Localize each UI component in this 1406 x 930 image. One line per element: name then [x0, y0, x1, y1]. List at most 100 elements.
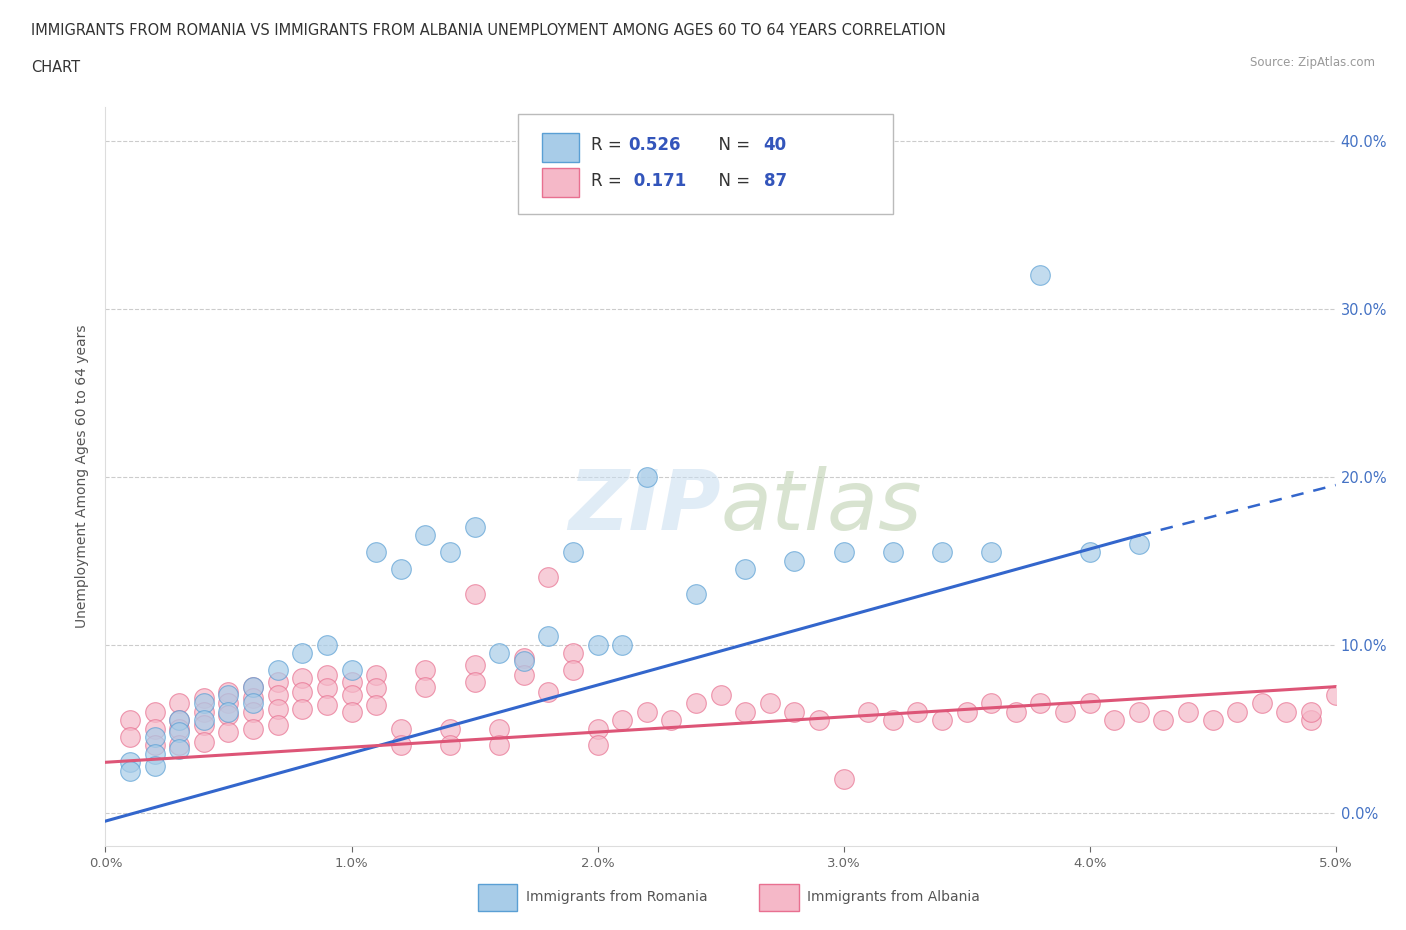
Point	[120, 730, 141, 745]
Point	[858, 704, 880, 719]
Text: Immigrants from Albania: Immigrants from Albania	[807, 890, 980, 905]
Point	[415, 528, 437, 543]
Point	[267, 687, 290, 702]
Point	[120, 764, 141, 778]
Point	[218, 684, 240, 699]
Point	[291, 684, 314, 699]
Point	[415, 662, 437, 677]
Point	[464, 674, 486, 689]
Point	[389, 562, 412, 577]
Point	[439, 738, 461, 753]
Point	[242, 679, 264, 694]
Point	[169, 724, 191, 739]
Point	[464, 587, 486, 602]
FancyBboxPatch shape	[543, 167, 579, 197]
Point	[242, 696, 264, 711]
Point	[1201, 712, 1223, 727]
Point	[315, 698, 337, 712]
Point	[562, 662, 585, 677]
Text: R =: R =	[592, 136, 627, 153]
Point	[586, 637, 609, 652]
Text: 0.526: 0.526	[628, 136, 681, 153]
Point	[340, 704, 363, 719]
Point	[1301, 704, 1323, 719]
Point	[366, 668, 388, 683]
Point	[193, 691, 215, 706]
Point	[882, 545, 904, 560]
Point	[242, 679, 264, 694]
Point	[612, 712, 634, 727]
Point	[1251, 696, 1274, 711]
Point	[832, 772, 855, 787]
Point	[956, 704, 979, 719]
Point	[710, 687, 733, 702]
Point	[1301, 712, 1323, 727]
Point	[315, 681, 337, 696]
Point	[586, 738, 609, 753]
Point	[267, 662, 290, 677]
Point	[218, 724, 240, 739]
Point	[612, 637, 634, 652]
Point	[1078, 545, 1101, 560]
Point	[291, 671, 314, 685]
Point	[366, 545, 388, 560]
Point	[1078, 696, 1101, 711]
Point	[267, 718, 290, 733]
FancyBboxPatch shape	[517, 114, 893, 214]
Point	[513, 654, 536, 669]
Text: 0.171: 0.171	[628, 172, 686, 190]
Point	[218, 696, 240, 711]
Point	[143, 747, 166, 762]
Point	[1104, 712, 1126, 727]
Point	[832, 545, 855, 560]
Point	[488, 645, 510, 660]
Point	[464, 658, 486, 672]
Point	[488, 738, 510, 753]
Point	[218, 708, 240, 723]
Point	[636, 470, 658, 485]
Point	[267, 674, 290, 689]
Point	[169, 741, 191, 756]
Point	[169, 722, 191, 737]
Point	[734, 704, 756, 719]
Point	[315, 668, 337, 683]
Point	[1004, 704, 1026, 719]
Point	[1275, 704, 1298, 719]
Point	[734, 562, 756, 577]
Point	[143, 704, 166, 719]
Point	[389, 738, 412, 753]
Text: R =: R =	[592, 172, 627, 190]
Point	[931, 545, 953, 560]
Text: Immigrants from Romania: Immigrants from Romania	[526, 890, 707, 905]
Point	[169, 712, 191, 727]
Point	[366, 698, 388, 712]
Y-axis label: Unemployment Among Ages 60 to 64 years: Unemployment Among Ages 60 to 64 years	[76, 325, 90, 629]
Text: 87: 87	[763, 172, 787, 190]
Point	[439, 545, 461, 560]
Point	[1029, 268, 1052, 283]
Point	[488, 722, 510, 737]
Point	[562, 545, 585, 560]
Point	[1128, 537, 1150, 551]
Point	[980, 545, 1002, 560]
Point	[315, 637, 337, 652]
Point	[242, 704, 264, 719]
Point	[882, 712, 904, 727]
Point	[143, 722, 166, 737]
Point	[193, 712, 215, 727]
Text: ZIP: ZIP	[568, 466, 721, 547]
Text: atlas: atlas	[721, 466, 922, 547]
Point	[661, 712, 683, 727]
Point	[340, 687, 363, 702]
Text: Source: ZipAtlas.com: Source: ZipAtlas.com	[1250, 56, 1375, 69]
Point	[340, 674, 363, 689]
Point	[980, 696, 1002, 711]
Point	[267, 701, 290, 716]
Point	[1177, 704, 1199, 719]
Point	[291, 645, 314, 660]
Point	[537, 684, 560, 699]
Point	[1029, 696, 1052, 711]
Point	[783, 553, 806, 568]
Text: 40: 40	[763, 136, 787, 153]
Point	[143, 738, 166, 753]
